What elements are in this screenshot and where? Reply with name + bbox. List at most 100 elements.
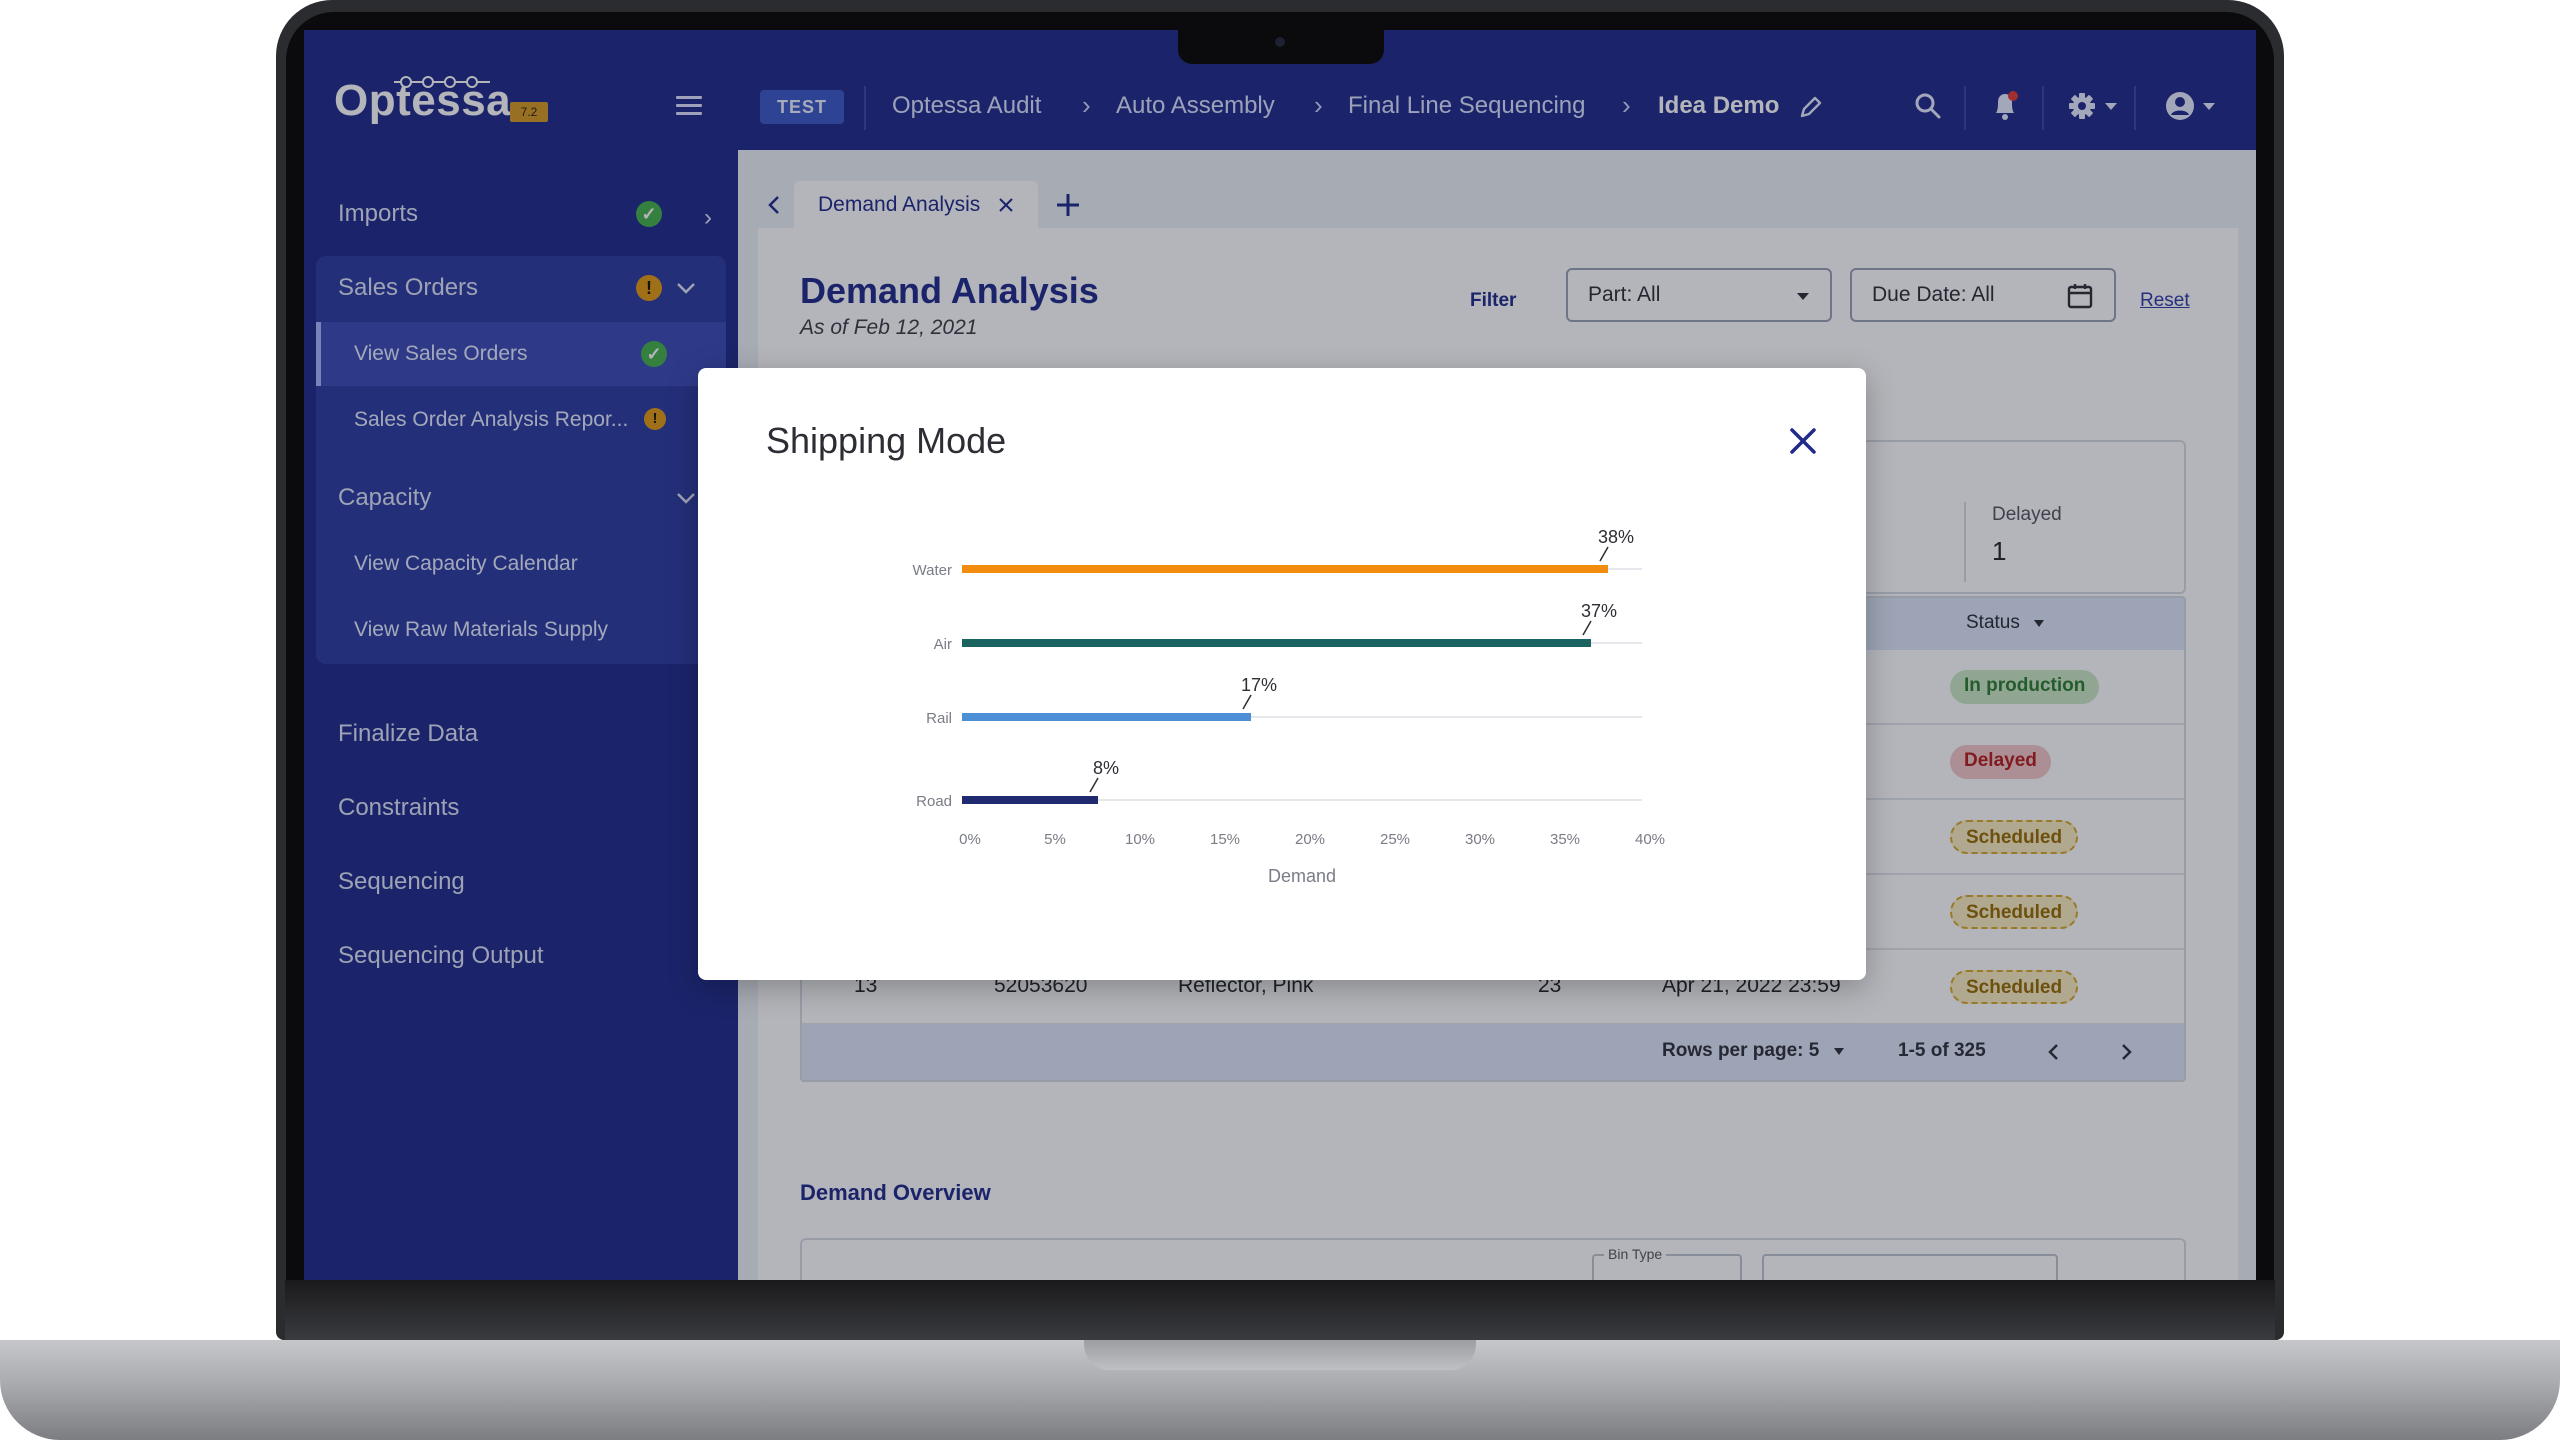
part-select[interactable]: Part: All	[1566, 268, 1832, 322]
search-icon[interactable]	[1914, 92, 1942, 120]
prev-page-icon[interactable]	[2046, 1042, 2062, 1062]
caret-down-icon	[1833, 1048, 1844, 1055]
chart-category-label: Air	[934, 636, 952, 653]
bin-type-select[interactable]: Bin Type	[1592, 1246, 1742, 1280]
breadcrumb-current: Idea Demo	[1658, 92, 1780, 119]
close-icon[interactable]	[1786, 424, 1820, 458]
sidebar-item-label: View Sales Orders	[354, 342, 528, 365]
table-footer: Rows per page: 5 1-5 of 325	[802, 1024, 2184, 1080]
user-avatar-icon[interactable]	[2164, 90, 2196, 122]
gear-icon[interactable]	[2066, 90, 2098, 122]
laptop-chin	[285, 1280, 2275, 1340]
notification-bell-icon[interactable]	[1990, 90, 2020, 122]
camera-icon	[1275, 37, 1285, 47]
rows-per-page-label: Rows per page: 5	[1662, 1040, 1820, 1061]
app-screen: Optessa 7.2 Imports ✓ › Sales Orders ! V…	[304, 30, 2256, 1280]
add-tab-icon[interactable]	[1054, 191, 1082, 219]
sidebar-item-view-sales-orders[interactable]: View Sales Orders ✓	[316, 322, 726, 386]
breadcrumb-separator-icon: ›	[1082, 90, 1091, 120]
breadcrumb-item[interactable]: Optessa Audit	[892, 92, 1042, 119]
overview-select[interactable]	[1762, 1254, 2058, 1280]
breadcrumb-item[interactable]: Final Line Sequencing	[1348, 92, 1586, 119]
pagination-range: 1-5 of 325	[1898, 1040, 1986, 1061]
sidebar-item-sequencing-output[interactable]: Sequencing Output ›	[304, 924, 738, 988]
caret-down-icon[interactable]	[2104, 102, 2118, 112]
chevron-down-icon	[677, 493, 695, 504]
status-badge: Scheduled	[1950, 970, 2079, 1004]
filter-label: Filter	[1470, 290, 1517, 311]
chart-tick-label: 30%	[1465, 831, 1495, 848]
chart-bar	[962, 565, 1608, 573]
divider	[864, 86, 866, 130]
breadcrumb-separator-icon: ›	[1622, 90, 1631, 120]
app-logo[interactable]: Optessa	[334, 76, 512, 125]
close-icon[interactable]	[998, 197, 1014, 213]
chart-tick-label: 25%	[1380, 831, 1410, 848]
sidebar-item-label: Sales Order Analysis Repor...	[354, 408, 629, 431]
next-page-icon[interactable]	[2118, 1042, 2134, 1062]
sidebar-item-label: Sequencing Output	[338, 942, 544, 969]
sidebar-item-capacity[interactable]: Capacity	[304, 466, 738, 530]
due-date-select[interactable]: Due Date: All	[1850, 268, 2116, 322]
warning-icon: !	[636, 275, 662, 301]
tab-bar: Demand Analysis	[758, 180, 1082, 230]
sidebar-item-sequencing[interactable]: Sequencing ›	[304, 850, 738, 914]
edit-pencil-icon[interactable]	[1798, 94, 1824, 120]
sidebar-item-label: View Capacity Calendar	[354, 552, 578, 575]
sidebar-item-sales-orders[interactable]: Sales Orders !	[304, 256, 738, 320]
tab-demand-analysis[interactable]: Demand Analysis	[794, 181, 1039, 229]
chart-data-label: 17%	[1241, 675, 1277, 695]
sidebar-item-sales-order-analysis[interactable]: Sales Order Analysis Repor... !	[316, 388, 726, 452]
divider	[2134, 86, 2136, 130]
due-date-value: Due Date: All	[1872, 283, 1995, 306]
stat-delayed-label: Delayed	[1992, 504, 2062, 525]
section-title-demand-overview: Demand Overview	[800, 1180, 991, 1205]
status-badge: Scheduled	[1950, 895, 2079, 929]
chart-tick-label: 40%	[1635, 831, 1665, 848]
tab-label: Demand Analysis	[818, 193, 981, 216]
chart-tick-label: 20%	[1295, 831, 1325, 848]
page-title: Demand Analysis	[800, 270, 1099, 311]
sidebar-item-view-capacity-calendar[interactable]: View Capacity Calendar	[316, 532, 726, 596]
status-badge: Scheduled	[1950, 820, 2079, 854]
chart-category-label: Water	[913, 562, 952, 579]
chart-bar	[962, 639, 1591, 647]
sidebar-item-label: View Raw Materials Supply	[354, 618, 609, 641]
capacity-group	[316, 466, 726, 664]
sidebar: Optessa 7.2 Imports ✓ › Sales Orders ! V…	[304, 30, 738, 1280]
sort-desc-icon	[2034, 620, 2045, 627]
version-badge: 7.2	[510, 102, 548, 122]
calendar-icon	[2067, 284, 2093, 309]
chart-category-label: Rail	[926, 710, 952, 727]
column-header-status[interactable]: Status	[1966, 612, 2045, 634]
reset-link[interactable]: Reset	[2140, 290, 2190, 311]
stat-delayed-value: 1	[1992, 536, 2007, 566]
sidebar-item-imports[interactable]: Imports ✓ ›	[304, 182, 738, 246]
caret-down-icon	[1797, 293, 1809, 300]
chart-tick-label: 35%	[1550, 831, 1580, 848]
sidebar-item-label: Sequencing	[338, 868, 465, 895]
sidebar-item-label: Imports	[338, 200, 419, 227]
demand-overview-panel: Bin Type	[800, 1238, 2186, 1280]
divider	[2042, 86, 2044, 130]
warning-icon: !	[644, 408, 666, 430]
breadcrumb-item[interactable]: Auto Assembly	[1116, 92, 1275, 119]
chart-data-label: 37%	[1581, 601, 1617, 621]
breadcrumb-separator-icon: ›	[1314, 90, 1323, 120]
sidebar-item-label: Capacity	[338, 484, 432, 511]
sidebar-item-view-raw-materials-supply[interactable]: View Raw Materials Supply	[316, 598, 726, 662]
bin-type-label: Bin Type	[1604, 1246, 1667, 1262]
chart-tick-label: 10%	[1125, 831, 1155, 848]
laptop-opening-notch	[1084, 1340, 1476, 1370]
shipping-mode-chart: Water 38% Air 37% Rail 17% Road 8% 0% 5% 10% 15% 20%…	[913, 527, 1665, 886]
chevron-left-icon[interactable]	[758, 193, 794, 217]
logo-dots-icon	[394, 76, 490, 88]
caret-down-icon[interactable]	[2202, 102, 2216, 112]
chart-data-label: 38%	[1598, 527, 1634, 547]
chart-data-label: 8%	[1093, 758, 1119, 778]
chevron-down-icon	[677, 283, 695, 294]
rows-per-page-select[interactable]: Rows per page: 5	[1662, 1040, 1845, 1062]
column-header-label: Status	[1966, 612, 2020, 633]
as-of-date: As of Feb 12, 2021	[800, 316, 978, 339]
menu-icon[interactable]	[676, 96, 702, 116]
